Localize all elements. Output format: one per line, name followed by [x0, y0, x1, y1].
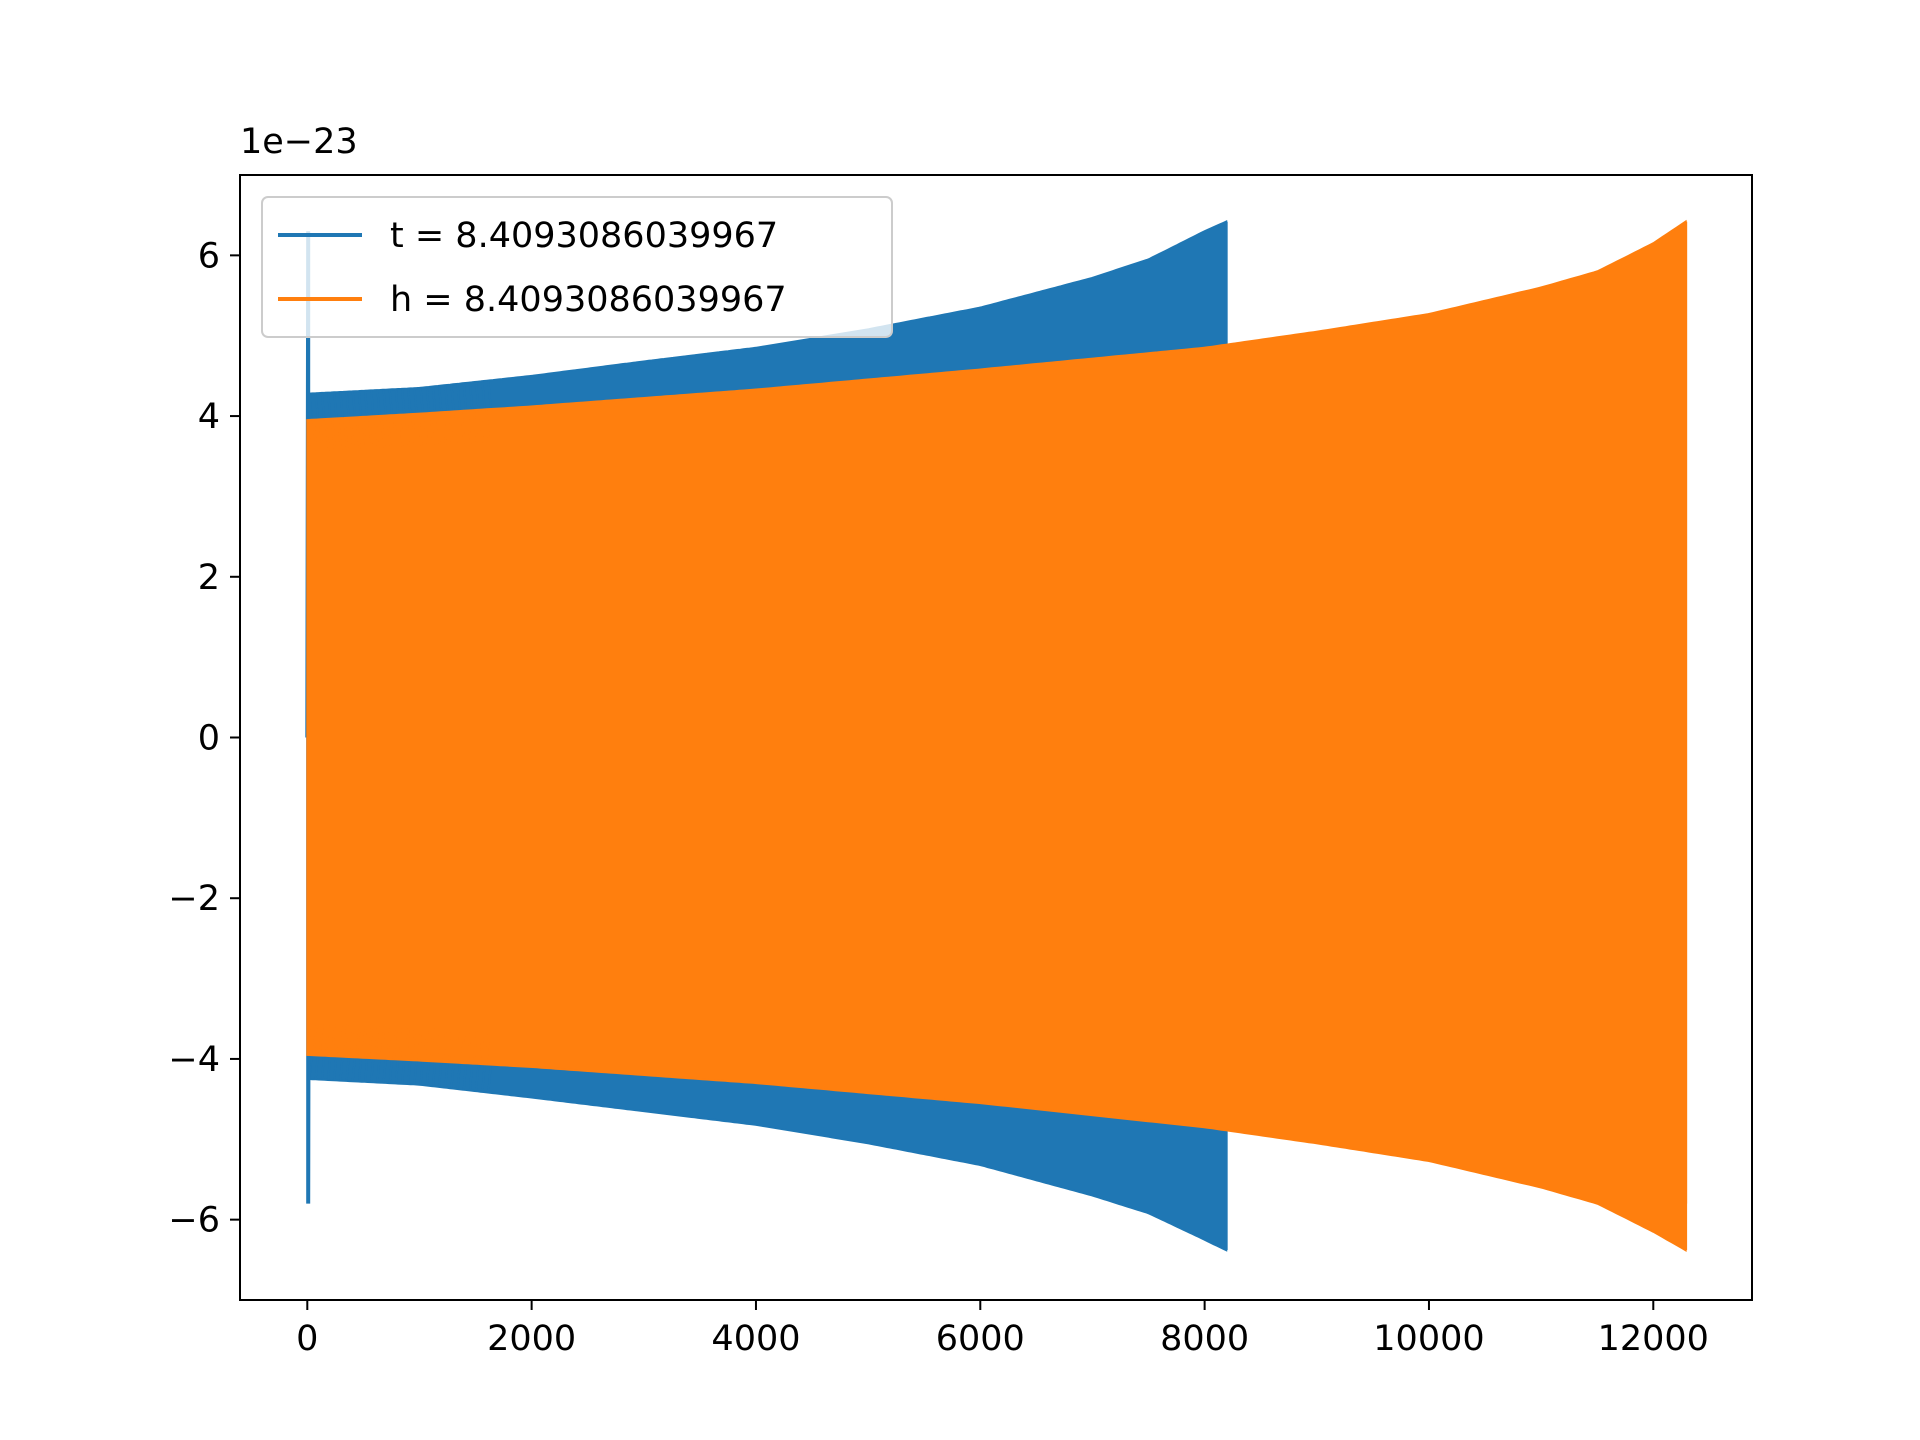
y-tick-label-6: 6: [198, 236, 220, 276]
x-tick-label-2: 4000: [711, 1319, 800, 1359]
y-tick-label-0: −6: [168, 1201, 220, 1241]
y-tick-label-5: 4: [198, 397, 220, 437]
legend: t = 8.4093086039967 h = 8.4093086039967: [261, 196, 893, 338]
x-tick-label-4: 8000: [1160, 1319, 1249, 1359]
series-1-envelope: [306, 219, 1687, 1252]
series-1-texture: [306, 409, 491, 1065]
y-axis: −6 −4 −2 0 2 4 6: [168, 236, 240, 1241]
x-tick-label-5: 10000: [1373, 1319, 1484, 1359]
x-axis: 0 2000 4000 6000 8000 10000 12000: [296, 1300, 1709, 1359]
y-axis-offset-text: 1e−23: [240, 122, 358, 162]
legend-label-1: h = 8.4093086039967: [390, 280, 787, 320]
x-tick-label-6: 12000: [1598, 1319, 1709, 1359]
x-tick-label-1: 2000: [487, 1319, 576, 1359]
y-tick-label-3: 0: [198, 719, 220, 759]
x-tick-label-0: 0: [296, 1319, 318, 1359]
y-tick-label-2: −2: [168, 879, 220, 919]
series-1: [306, 219, 1688, 1252]
legend-frame: [261, 196, 893, 338]
y-tick-label-1: −4: [168, 1040, 220, 1080]
series-layer: [305, 219, 1688, 1252]
y-tick-label-4: 2: [198, 558, 220, 598]
legend-label-0: t = 8.4093086039967: [390, 216, 778, 256]
x-tick-label-3: 6000: [936, 1319, 1025, 1359]
